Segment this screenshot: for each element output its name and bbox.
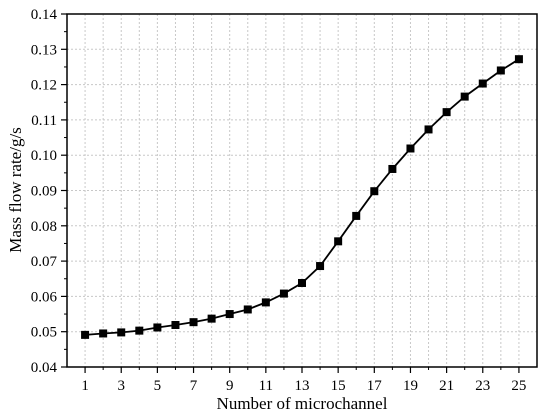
x-tick-label: 15 [331,378,346,394]
data-point [370,187,379,196]
series-line [85,58,520,336]
x-tick-label: 19 [403,378,418,394]
y-tick-label: 0.12 [31,78,57,94]
x-tick-label: 17 [367,378,383,394]
data-point [424,125,433,134]
data-point [460,92,469,101]
series-markers [81,55,523,339]
x-tick-label: 13 [295,378,310,394]
data-point [334,237,343,246]
x-tick-label: 23 [475,378,490,394]
y-tick-label: 0.09 [31,184,57,200]
y-tick-label: 0.05 [31,325,57,341]
x-tick-label: 5 [154,378,162,394]
data-point [189,318,198,327]
y-axis-title: Mass flow rate/g/s [6,127,25,253]
data-point [279,289,288,298]
data-point [388,164,397,173]
x-tick-label: 21 [439,378,454,394]
x-tick-label: 1 [81,378,89,394]
y-tick-label: 0.13 [31,42,57,58]
data-point [298,278,306,287]
data-point [406,144,415,153]
y-tick-label: 0.06 [31,289,58,305]
x-tick-label: 25 [511,378,526,394]
grid-lines [67,14,537,367]
data-point [153,323,162,332]
y-tick-label: 0.07 [31,254,58,270]
y-tick-label: 0.04 [31,360,58,376]
x-tick-label: 11 [259,378,273,394]
axis-ticks [61,13,520,373]
data-point [171,320,180,329]
x-axis-title: Number of microchannel [217,394,388,413]
data-point [243,305,252,314]
y-tick-label: 0.10 [31,148,57,164]
data-point [117,328,126,337]
data-point [496,66,505,75]
x-tick-label: 7 [190,378,198,394]
data-point [316,262,325,271]
data-point [352,211,361,220]
data-point [99,329,108,338]
y-tick-label: 0.08 [31,219,57,235]
y-tick-labels: 0.04 0.05 0.06 0.07 0.08 0.09 0.10 0.11 0.12 0.13… [31,7,58,376]
data-point [478,79,487,88]
x-tick-label: 3 [117,378,125,394]
data-point [81,330,90,339]
data-point [514,55,523,64]
data-point [207,314,216,323]
y-tick-label: 0.14 [31,7,58,23]
x-tick-label: 9 [226,378,234,394]
y-tick-label: 0.11 [31,113,57,129]
x-tick-labels: 1 3 5 7 9 11 13 15 17 19 21 23 25 [81,378,526,394]
data-point [442,108,451,117]
data-point [261,298,270,307]
data-point [225,310,234,319]
data-point [135,326,144,335]
